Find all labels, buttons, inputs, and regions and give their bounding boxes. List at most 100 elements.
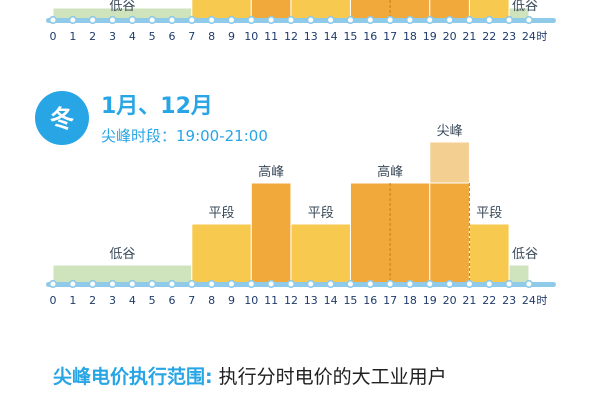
top-chart-tick-dot [267,15,276,25]
winter-chart-tick-label: 0 [50,294,57,307]
winter-chart-tick-dot [128,279,137,289]
top-chart-tick-dot [405,15,415,25]
footer-value: 执行分时电价的大工业用户 [218,366,447,388]
top-chart-tick-dot [128,15,137,25]
top-chart-tick-label: 16 [363,30,377,43]
top-chart-tick-dot [346,15,355,25]
top-chart-tick-label: 8 [208,30,215,43]
top-chart-tick-label: 20 [443,30,457,43]
top-chart-tick-dot [207,15,216,25]
winter-chart-tick-dot [306,279,315,289]
bar-label-high: 高峰 [377,164,403,180]
winter-chart-tick-dot [405,279,415,289]
winter-chart-tick-dot [148,279,157,289]
top-chart-low-label-right: 低谷 [512,0,538,14]
top-chart-tick-label: 21 [462,30,476,43]
winter-chart-tick-dot [524,279,534,289]
winter-section-header: 冬 1月、12月 尖峰时段：19:00-21:00 [35,91,268,145]
winter-chart-tick-dot [247,279,256,289]
bar-label-flat: 平段 [476,206,502,221]
winter-chart-tick-dot [267,279,276,289]
bar-label-low: 低谷 [512,247,538,262]
winter-chart-tick-dot [286,279,296,289]
winter-chart-tick-dot [227,279,236,289]
top-chart-tick-label: 14 [324,30,338,43]
winter-chart-tick-dot [326,279,335,289]
footer-note: 尖峰电价执行范围: 执行分时电价的大工业用户 [53,362,447,389]
top-chart-tick-label: 9 [228,30,235,43]
bar-peak [429,141,470,184]
winter-chart-tick-dot [465,279,474,289]
winter-chart-tick-label: 3 [109,294,116,307]
winter-chart-tick-dot [187,279,196,289]
winter-chart-tick-label: 17 [383,294,397,307]
top-chart-tick-dot [48,15,58,25]
winter-chart-tick-label: 5 [149,294,156,307]
top-chart-tick-dot [425,15,434,25]
top-chart-tick-label: 17 [383,30,397,43]
top-chart-tick-dot [326,15,335,25]
top-chart-tick-dot [227,15,236,25]
bar-flat [290,223,351,285]
top-chart-tick-dot [247,15,256,25]
bar-low [508,264,530,285]
winter-chart-tick-label: 24 [522,294,536,307]
top-chart-tick-label: 19 [423,30,437,43]
top-chart-tick-dot [306,15,315,25]
winter-chart-tick-dot [386,279,395,289]
winter-chart-tick-label: 1 [69,294,76,307]
top-chart: 低谷 低谷0 1 2 3 4 5 6 7 8 9 10 11 12 13 14 15 16 17 18 19 20 21 22… [46,0,556,43]
winter-chart-axis-line [46,282,556,287]
winter-chart-tick-label: 22 [482,294,496,307]
top-chart-tick-dot [485,15,494,25]
winter-chart-tick-label: 14 [324,294,338,307]
top-chart-tick-label: 18 [403,30,417,43]
top-chart-tick-label: 3 [109,30,116,43]
top-chart-tick-dot [187,15,196,25]
winter-chart-tick-dot [504,279,514,289]
top-chart-tick-dot [108,15,117,25]
bar-flat [191,223,252,285]
winter-peak-period: 尖峰时段：19:00-21:00 [101,127,268,145]
winter-chart-tick-label: 23 [502,294,516,307]
winter-chart-tick-label: 6 [168,294,175,307]
footer-key: 尖峰电价执行范围: [53,366,213,388]
top-chart-tick-label: 12 [284,30,298,43]
top-chart-tick-dot [504,15,514,25]
top-chart-axis-line [46,18,556,23]
top-chart-tick-label: 2 [89,30,96,43]
top-chart-bar [191,0,252,21]
winter-chart-tick-label: 2 [89,294,96,307]
winter-chart-tick-label: 4 [129,294,136,307]
bar-high [429,182,470,285]
top-chart-tick-label: 15 [343,30,357,43]
top-chart-tick-label: 22 [482,30,496,43]
winter-chart-tick-label: 8 [208,294,215,307]
winter-chart-tick-dot [68,279,77,289]
top-chart-tick-dot [167,15,177,25]
top-chart-tick-label: 4 [129,30,136,43]
winter-badge [35,91,89,145]
winter-chart-tick-dot [346,279,355,289]
winter-chart-tick-dot [88,279,97,289]
top-chart-axis-unit: 时 [536,30,547,43]
winter-chart-tick-label: 11 [264,294,278,307]
top-chart-tick-dot [366,15,375,25]
bar-high [250,182,292,285]
winter-title: 1月、12月 [101,94,213,119]
bar-label-low: 低谷 [109,247,135,262]
top-chart-tick-dot [524,15,534,25]
winter-badge-label: 冬 [50,105,74,133]
top-chart-tick-label: 24 [522,30,536,43]
winter-chart-tick-label: 16 [363,294,377,307]
winter-chart-tick-label: 19 [423,294,437,307]
winter-chart-axis-unit: 时 [536,294,547,307]
top-chart-tick-dot [445,15,454,25]
top-chart-tick-label: 1 [69,30,76,43]
winter-chart-tick-dot [425,279,434,289]
top-chart-tick-dot [465,15,474,25]
winter-chart-tick-dot [108,279,117,289]
